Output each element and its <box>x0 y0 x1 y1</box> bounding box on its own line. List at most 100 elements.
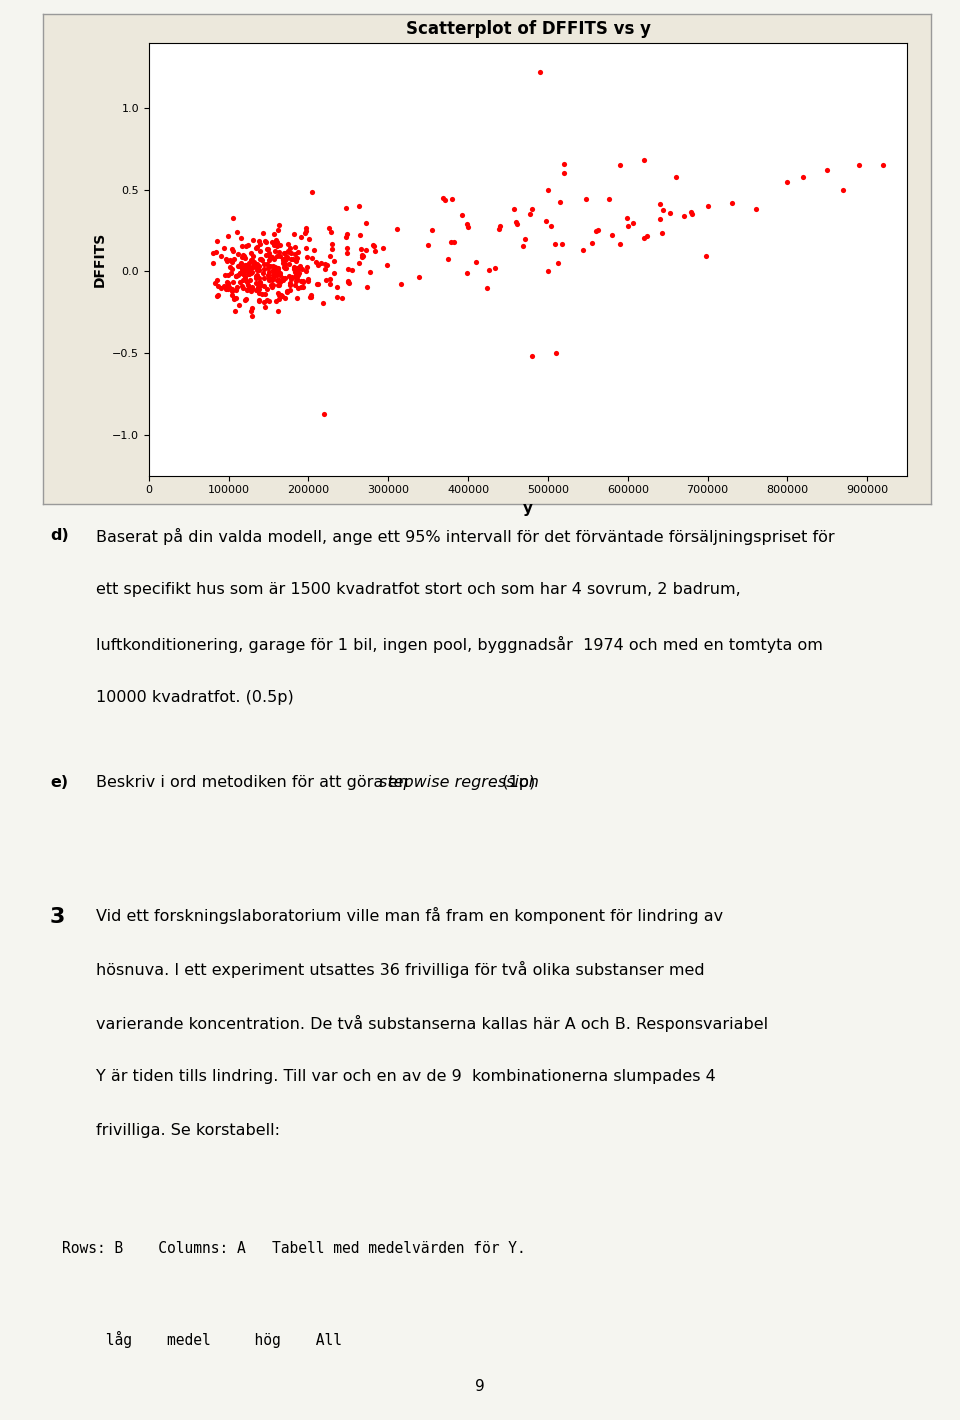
Point <box>296 275 311 298</box>
Point <box>237 254 252 277</box>
Point <box>247 253 262 275</box>
Point <box>516 227 532 250</box>
Point <box>263 268 278 291</box>
Point <box>444 187 460 210</box>
Point <box>286 247 301 270</box>
Point <box>636 149 652 172</box>
Point <box>262 268 277 291</box>
Point <box>306 239 322 261</box>
Point <box>231 256 247 278</box>
Point <box>259 253 275 275</box>
Point <box>273 284 288 307</box>
Point <box>358 212 373 234</box>
Point <box>286 223 301 246</box>
Point <box>255 222 271 244</box>
Point <box>293 254 308 277</box>
Point <box>876 153 891 176</box>
Point <box>225 251 240 274</box>
Point <box>282 271 298 294</box>
Point <box>556 162 571 185</box>
Point <box>269 229 284 251</box>
Point <box>295 257 310 280</box>
Point <box>311 254 326 277</box>
Point <box>298 217 313 240</box>
Point <box>655 222 670 244</box>
Point <box>256 274 272 297</box>
Point <box>245 256 260 278</box>
Point <box>271 268 286 291</box>
Point <box>238 258 253 281</box>
Point <box>271 288 286 311</box>
Point <box>264 275 279 298</box>
Point <box>268 260 283 283</box>
Point <box>230 254 246 277</box>
Point <box>261 264 276 287</box>
Point <box>524 345 540 368</box>
Point <box>334 287 349 310</box>
Point <box>223 248 238 271</box>
Point <box>256 258 272 281</box>
Point <box>234 275 250 298</box>
Point <box>228 280 244 302</box>
Point <box>276 247 291 270</box>
Point <box>280 240 296 263</box>
Point <box>539 210 554 233</box>
Point <box>242 251 257 274</box>
Point <box>350 195 366 217</box>
Point <box>227 248 242 271</box>
Point <box>238 234 253 257</box>
Point <box>492 214 508 237</box>
Point <box>232 261 248 284</box>
Point <box>244 304 259 327</box>
Point <box>289 267 304 290</box>
Point <box>232 254 248 277</box>
Point <box>228 287 244 310</box>
Point <box>266 258 281 281</box>
Text: Vid ett forskningslaboratorium ville man få fram en komponent för lindring av: Vid ett forskningslaboratorium ville man… <box>96 907 723 924</box>
Point <box>281 264 297 287</box>
Point <box>207 271 223 294</box>
Point <box>218 247 233 270</box>
Point <box>318 257 333 280</box>
Point <box>259 288 275 311</box>
Point <box>262 254 277 277</box>
Text: Rows: B    Columns: A   Tabell med medelvärden för Y.: Rows: B Columns: A Tabell med medelvärde… <box>62 1241 526 1257</box>
Point <box>252 247 268 270</box>
Point <box>639 224 655 247</box>
Point <box>273 264 288 287</box>
Point <box>237 258 252 281</box>
Point <box>233 227 249 250</box>
Point <box>355 244 371 267</box>
Text: ett specifikt hus som är 1500 kvadratfot stort och som har 4 sovrum, 2 badrum,: ett specifikt hus som är 1500 kvadratfot… <box>96 582 741 598</box>
Point <box>286 257 301 280</box>
Point <box>239 271 254 294</box>
Point <box>299 236 314 258</box>
Point <box>293 275 308 298</box>
Point <box>238 288 253 311</box>
Point <box>319 268 334 291</box>
Point <box>289 257 304 280</box>
Text: e): e) <box>50 775 68 791</box>
Point <box>262 246 277 268</box>
Point <box>317 402 332 425</box>
Point <box>270 264 285 287</box>
Point <box>283 247 299 270</box>
Point <box>424 219 440 241</box>
Point <box>700 195 715 217</box>
Point <box>554 233 569 256</box>
Point <box>237 266 252 288</box>
Text: låg    medel     hög    All: låg medel hög All <box>62 1331 343 1348</box>
Point <box>241 273 256 295</box>
Point <box>390 217 405 240</box>
Point <box>275 267 290 290</box>
Point <box>269 257 284 280</box>
Point <box>263 274 278 297</box>
Point <box>289 270 304 293</box>
Point <box>251 229 266 251</box>
Point <box>278 246 294 268</box>
Point <box>380 253 396 275</box>
Text: d): d) <box>50 528 69 544</box>
Point <box>224 278 239 301</box>
Point <box>281 240 297 263</box>
Point <box>268 290 283 312</box>
